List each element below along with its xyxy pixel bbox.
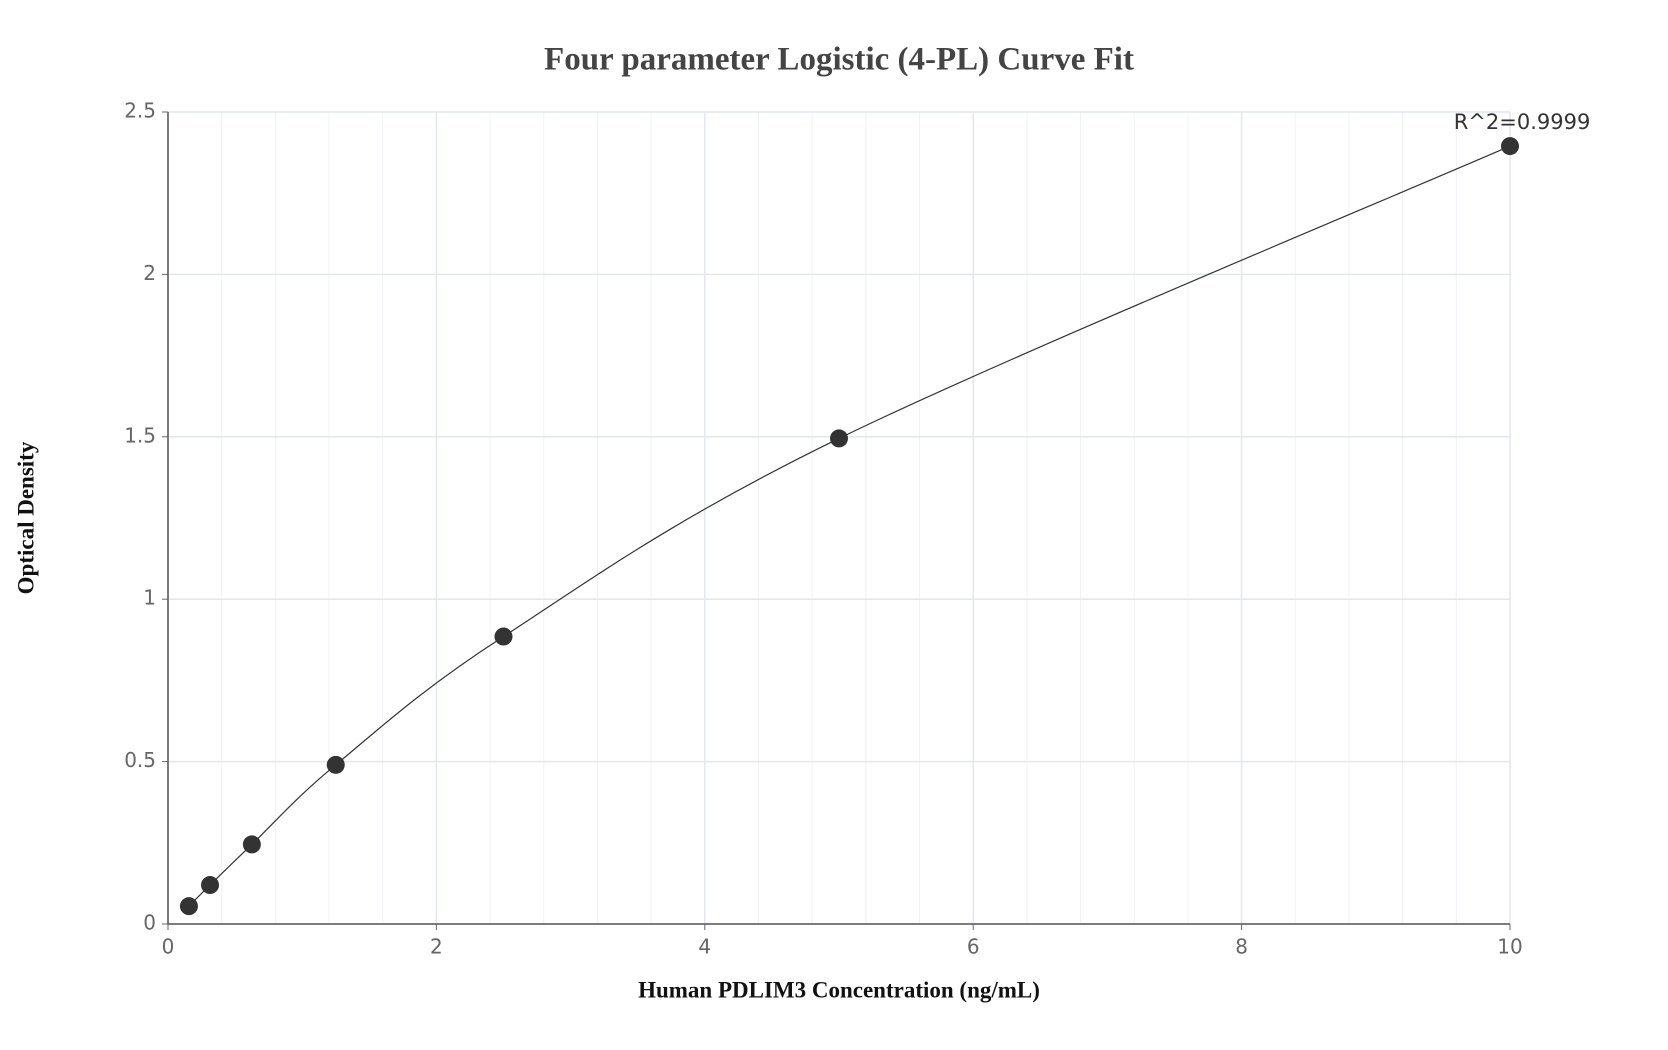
x-tick-label: 0 xyxy=(162,935,175,959)
y-tick-label: 2.5 xyxy=(124,99,156,123)
data-point xyxy=(830,429,848,448)
x-tick-label: 10 xyxy=(1497,935,1522,959)
x-tick-label: 2 xyxy=(430,935,443,959)
y-axis-label: Optical Density xyxy=(13,441,38,594)
data-point xyxy=(242,835,261,854)
data-point xyxy=(494,627,513,646)
y-tick-label: 1 xyxy=(143,586,156,610)
data-point xyxy=(326,755,345,774)
y-tick-label: 2 xyxy=(143,261,156,285)
chart-title: Four parameter Logistic (4-PL) Curve Fit xyxy=(544,42,1134,78)
data-point xyxy=(179,897,198,916)
fit-curve xyxy=(188,145,1511,907)
annotation: R^2=0.9999 xyxy=(1454,110,1591,134)
data-point xyxy=(201,876,220,895)
data-point xyxy=(1501,137,1519,156)
y-tick-label: 0.5 xyxy=(124,748,156,772)
x-axis-label: Human PDLIM3 Concentration (ng/mL) xyxy=(638,977,1040,1002)
y-tick-label: 0 xyxy=(143,911,156,935)
x-tick-label: 8 xyxy=(1235,935,1248,959)
y-tick-label: 1.5 xyxy=(124,423,156,447)
x-tick-label: 6 xyxy=(967,935,980,959)
x-tick-label: 4 xyxy=(698,935,711,959)
